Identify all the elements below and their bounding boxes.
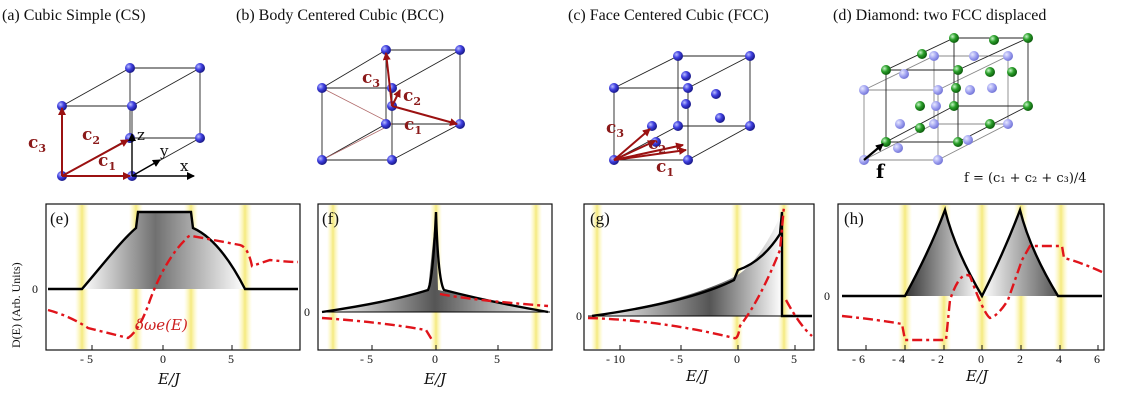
- panel-g-zero: 0: [576, 309, 582, 323]
- bcc-label-c2: c2: [403, 86, 421, 108]
- fcc-label-c2: c2: [648, 134, 666, 156]
- panel-g-label: (g): [590, 209, 610, 228]
- svg-text:6: 6: [1094, 352, 1100, 366]
- fcc-lattice-diagram: c3 c2 c1: [606, 51, 755, 179]
- svg-text:0: 0: [432, 352, 438, 366]
- svg-text:- 5: - 5: [80, 352, 93, 366]
- cs-label-c3: c3: [28, 133, 46, 155]
- panel-g-ticks: - 10 - 5 0 5: [606, 345, 797, 366]
- svg-text:- 10: - 10: [606, 352, 625, 366]
- fcc-label-c1: c1: [656, 157, 674, 179]
- panel-e-zero: 0: [32, 282, 38, 296]
- axis-z-label: z: [137, 126, 145, 144]
- panel-f-ticks: - 5 0 5: [360, 345, 500, 366]
- svg-text:2: 2: [1017, 352, 1023, 366]
- panel-e: (e) 0 δωe(E) - 5 0 5 E/J D(E) (Arb. Unit…: [9, 203, 301, 388]
- panel-g-xlabel: E/J: [685, 367, 709, 385]
- axis-x-label: x: [180, 157, 189, 175]
- bcc-lattice-diagram: c3 c2 c1: [317, 45, 465, 165]
- svg-text:5: 5: [494, 352, 500, 366]
- svg-text:5: 5: [228, 352, 234, 366]
- cs-label-c1: c1: [98, 151, 116, 173]
- cs-lattice-diagram: z y x c3 c2 c1: [28, 63, 205, 181]
- svg-text:- 4: - 4: [892, 352, 905, 366]
- panel-f-xlabel: E/J: [423, 370, 447, 388]
- diamond-lattice-diagram: f f = (c₁ + c₂ + c₃)/4: [859, 33, 1087, 186]
- axis-y-label: y: [159, 142, 169, 160]
- panel-e-xlabel: E/J: [157, 370, 181, 388]
- panel-g: (g) 0 - 10 - 5 0 5 E/J: [576, 203, 815, 385]
- panel-e-ticks: - 5 0 5: [80, 345, 234, 366]
- svg-text:0: 0: [734, 352, 740, 366]
- svg-text:- 6: - 6: [852, 352, 865, 366]
- panel-e-ylabel: D(E) (Arb. Units): [9, 262, 23, 348]
- svg-text:0: 0: [978, 352, 984, 366]
- svg-text:5: 5: [791, 352, 797, 366]
- panel-f-label: (f): [322, 209, 339, 228]
- diamond-label-f: f: [876, 161, 886, 183]
- caption-diamond: (d) Diamond: two FCC displaced: [833, 7, 1046, 24]
- svg-text:- 2: - 2: [931, 352, 944, 366]
- panel-h-xlabel: E/J: [965, 367, 989, 385]
- svg-text:- 5: - 5: [670, 352, 683, 366]
- panel-h: (h) 0 - 6 - 4 - 2 0 2 4 6 E/J: [824, 203, 1105, 385]
- caption-cs: (a) Cubic Simple (CS): [2, 7, 146, 24]
- panel-h-ticks: - 6 - 4 - 2 0 2 4 6: [852, 345, 1100, 366]
- caption-bcc: (b) Body Centered Cubic (BCC): [236, 7, 444, 24]
- cs-label-c2: c2: [82, 125, 100, 147]
- cs-vector-c2: [61, 139, 129, 177]
- bcc-label-c1: c1: [404, 115, 422, 137]
- panel-h-zero: 0: [824, 289, 830, 303]
- bcc-label-c3: c3: [362, 68, 380, 90]
- panel-f: (f) 0 - 5 0 5 E/J: [304, 203, 553, 388]
- diamond-formula: f = (c₁ + c₂ + c₃)/4: [964, 171, 1087, 186]
- panel-h-label: (h): [844, 209, 864, 228]
- panel-f-zero: 0: [304, 305, 310, 319]
- panel-e-red-label: δωe(E): [135, 316, 188, 334]
- svg-text:4: 4: [1056, 352, 1062, 366]
- panel-e-label: (e): [50, 209, 69, 228]
- svg-text:0: 0: [160, 352, 166, 366]
- svg-text:- 5: - 5: [360, 352, 373, 366]
- caption-fcc: (c) Face Centered Cubic (FCC): [568, 7, 769, 24]
- fcc-label-c3: c3: [606, 118, 624, 140]
